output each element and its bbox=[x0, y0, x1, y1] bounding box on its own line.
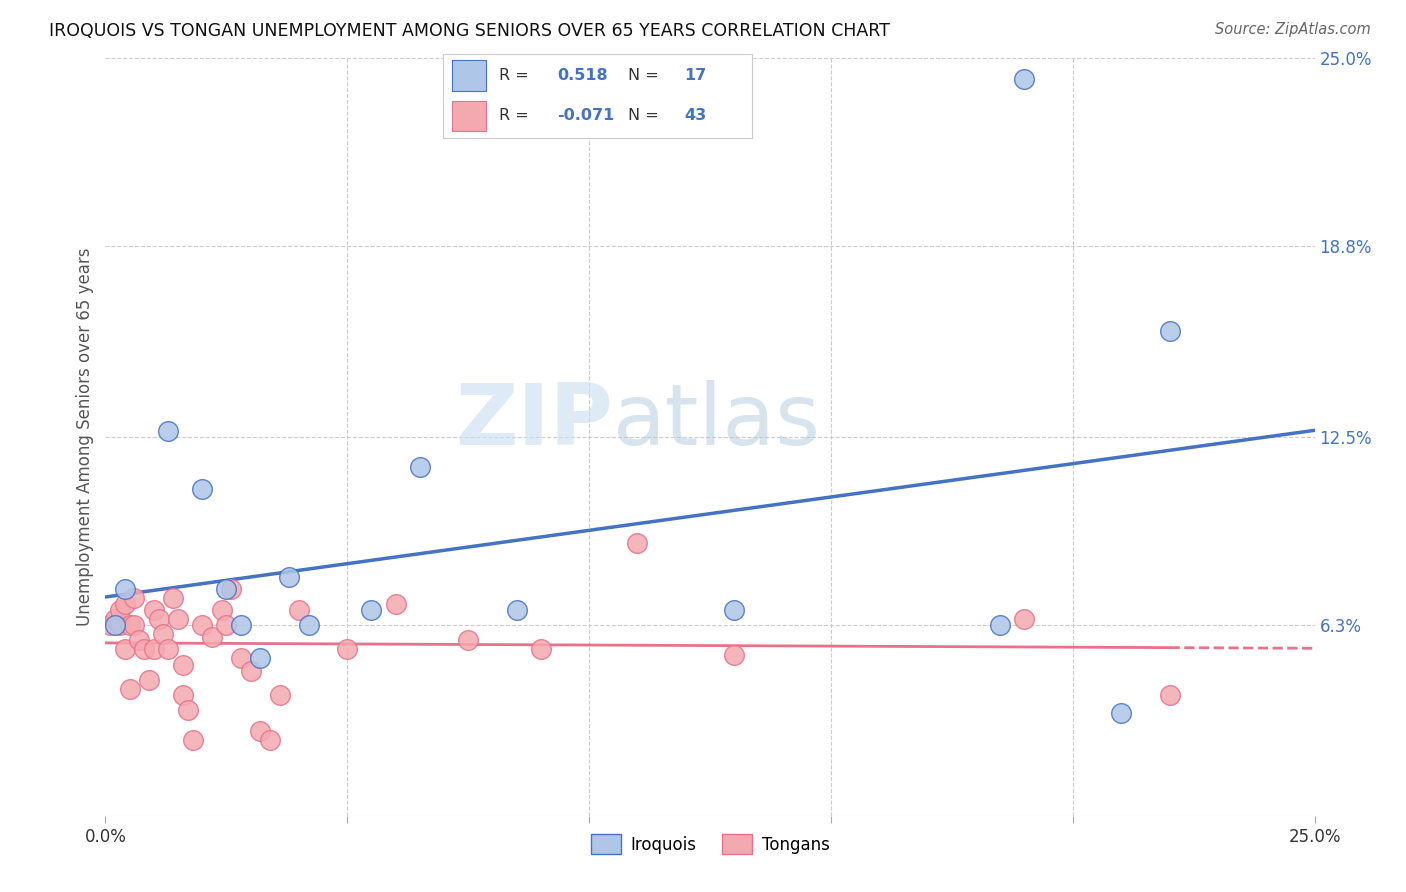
Point bbox=[1159, 324, 1181, 338]
Point bbox=[278, 569, 301, 583]
Text: 17: 17 bbox=[685, 68, 706, 83]
Point bbox=[118, 681, 141, 696]
Point bbox=[409, 460, 432, 475]
Point bbox=[104, 618, 127, 632]
Point bbox=[114, 597, 136, 611]
Point bbox=[211, 603, 233, 617]
Point bbox=[98, 618, 121, 632]
Point bbox=[1014, 72, 1036, 87]
Point bbox=[167, 612, 190, 626]
Text: ZIP: ZIP bbox=[456, 380, 613, 464]
Point bbox=[108, 618, 131, 632]
Point bbox=[114, 642, 136, 657]
Point bbox=[505, 603, 527, 617]
Point bbox=[249, 651, 271, 665]
Point bbox=[723, 603, 745, 617]
Text: 0.518: 0.518 bbox=[557, 68, 607, 83]
Point bbox=[134, 642, 156, 657]
Point bbox=[288, 603, 311, 617]
Point bbox=[176, 703, 198, 717]
Point bbox=[1159, 688, 1181, 702]
Point bbox=[336, 642, 359, 657]
Point bbox=[219, 582, 242, 596]
Point bbox=[114, 582, 136, 596]
Point bbox=[457, 633, 479, 648]
Point bbox=[148, 612, 170, 626]
Point bbox=[723, 648, 745, 663]
FancyBboxPatch shape bbox=[453, 101, 486, 131]
Point bbox=[138, 673, 160, 687]
Text: N =: N = bbox=[628, 108, 665, 123]
Point bbox=[201, 630, 224, 644]
Point bbox=[128, 633, 150, 648]
Point bbox=[157, 424, 180, 438]
Point bbox=[191, 482, 214, 496]
Point bbox=[124, 618, 146, 632]
Text: atlas: atlas bbox=[613, 380, 821, 464]
Point bbox=[157, 642, 180, 657]
Point bbox=[142, 603, 165, 617]
Y-axis label: Unemployment Among Seniors over 65 years: Unemployment Among Seniors over 65 years bbox=[76, 248, 94, 626]
Text: 43: 43 bbox=[685, 108, 706, 123]
Point bbox=[249, 724, 271, 739]
Text: R =: R = bbox=[499, 108, 533, 123]
Point bbox=[215, 582, 238, 596]
Point bbox=[215, 618, 238, 632]
Point bbox=[530, 642, 553, 657]
Point bbox=[191, 618, 214, 632]
Point bbox=[181, 733, 204, 747]
Point bbox=[162, 591, 184, 605]
Point bbox=[239, 664, 262, 678]
Text: IROQUOIS VS TONGAN UNEMPLOYMENT AMONG SENIORS OVER 65 YEARS CORRELATION CHART: IROQUOIS VS TONGAN UNEMPLOYMENT AMONG SE… bbox=[49, 22, 890, 40]
Point bbox=[229, 618, 252, 632]
Point bbox=[172, 657, 194, 672]
Point bbox=[108, 603, 131, 617]
Point bbox=[124, 591, 146, 605]
Point bbox=[118, 618, 141, 632]
Point bbox=[104, 612, 127, 626]
Text: -0.071: -0.071 bbox=[557, 108, 614, 123]
Point bbox=[172, 688, 194, 702]
Point bbox=[259, 733, 281, 747]
Point bbox=[229, 651, 252, 665]
Point bbox=[988, 618, 1011, 632]
Point bbox=[1014, 612, 1036, 626]
FancyBboxPatch shape bbox=[453, 61, 486, 91]
Point bbox=[1109, 706, 1132, 720]
Text: Source: ZipAtlas.com: Source: ZipAtlas.com bbox=[1215, 22, 1371, 37]
Point bbox=[152, 627, 174, 641]
Text: R =: R = bbox=[499, 68, 533, 83]
Legend: Iroquois, Tongans: Iroquois, Tongans bbox=[583, 827, 837, 861]
Text: N =: N = bbox=[628, 68, 665, 83]
Point bbox=[142, 642, 165, 657]
Point bbox=[269, 688, 291, 702]
Point bbox=[360, 603, 382, 617]
Point bbox=[384, 597, 406, 611]
Point bbox=[626, 536, 648, 550]
Point bbox=[297, 618, 319, 632]
